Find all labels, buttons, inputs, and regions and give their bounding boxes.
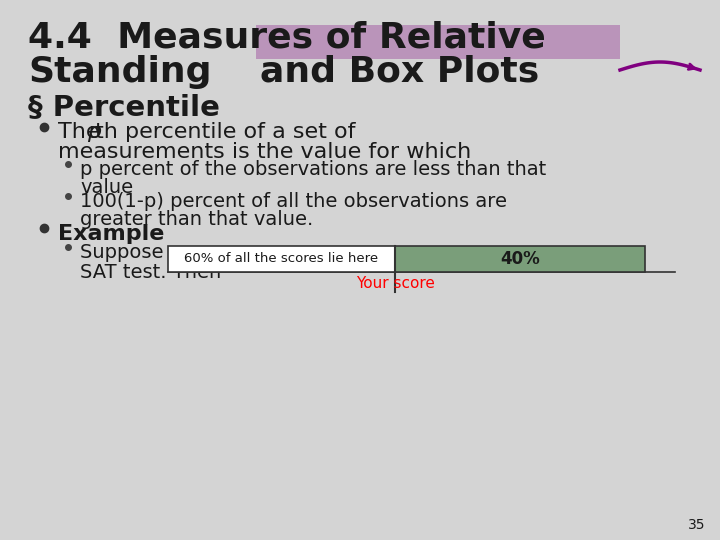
Text: Standing: Standing [28,55,212,89]
Text: SAT test. Then: SAT test. Then [80,263,221,282]
Text: measurements is the value for which: measurements is the value for which [58,142,472,162]
Text: 35: 35 [688,518,705,532]
Text: p: p [87,122,101,142]
Text: value: value [80,178,133,197]
Text: 40%: 40% [500,250,540,268]
Text: § Percentile: § Percentile [28,93,220,121]
Text: Your score: Your score [356,276,434,291]
Text: 100(1-p) percent of all the observations are: 100(1-p) percent of all the observations… [80,192,507,211]
Text: 60% of all the scores lie here: 60% of all the scores lie here [184,253,379,266]
Text: Example: Example [58,224,164,244]
Text: greater than that value.: greater than that value. [80,210,313,229]
Text: Suppose y: Suppose y [80,243,181,262]
Text: The: The [58,122,107,142]
Text: th percentile of a set of: th percentile of a set of [95,122,356,142]
FancyBboxPatch shape [395,246,645,272]
FancyBboxPatch shape [168,246,395,272]
Text: and Box Plots: and Box Plots [260,55,539,89]
Text: 4.4  Measures of Relative: 4.4 Measures of Relative [28,20,546,54]
Text: p percent of the observations are less than that: p percent of the observations are less t… [80,160,546,179]
FancyBboxPatch shape [256,25,620,59]
